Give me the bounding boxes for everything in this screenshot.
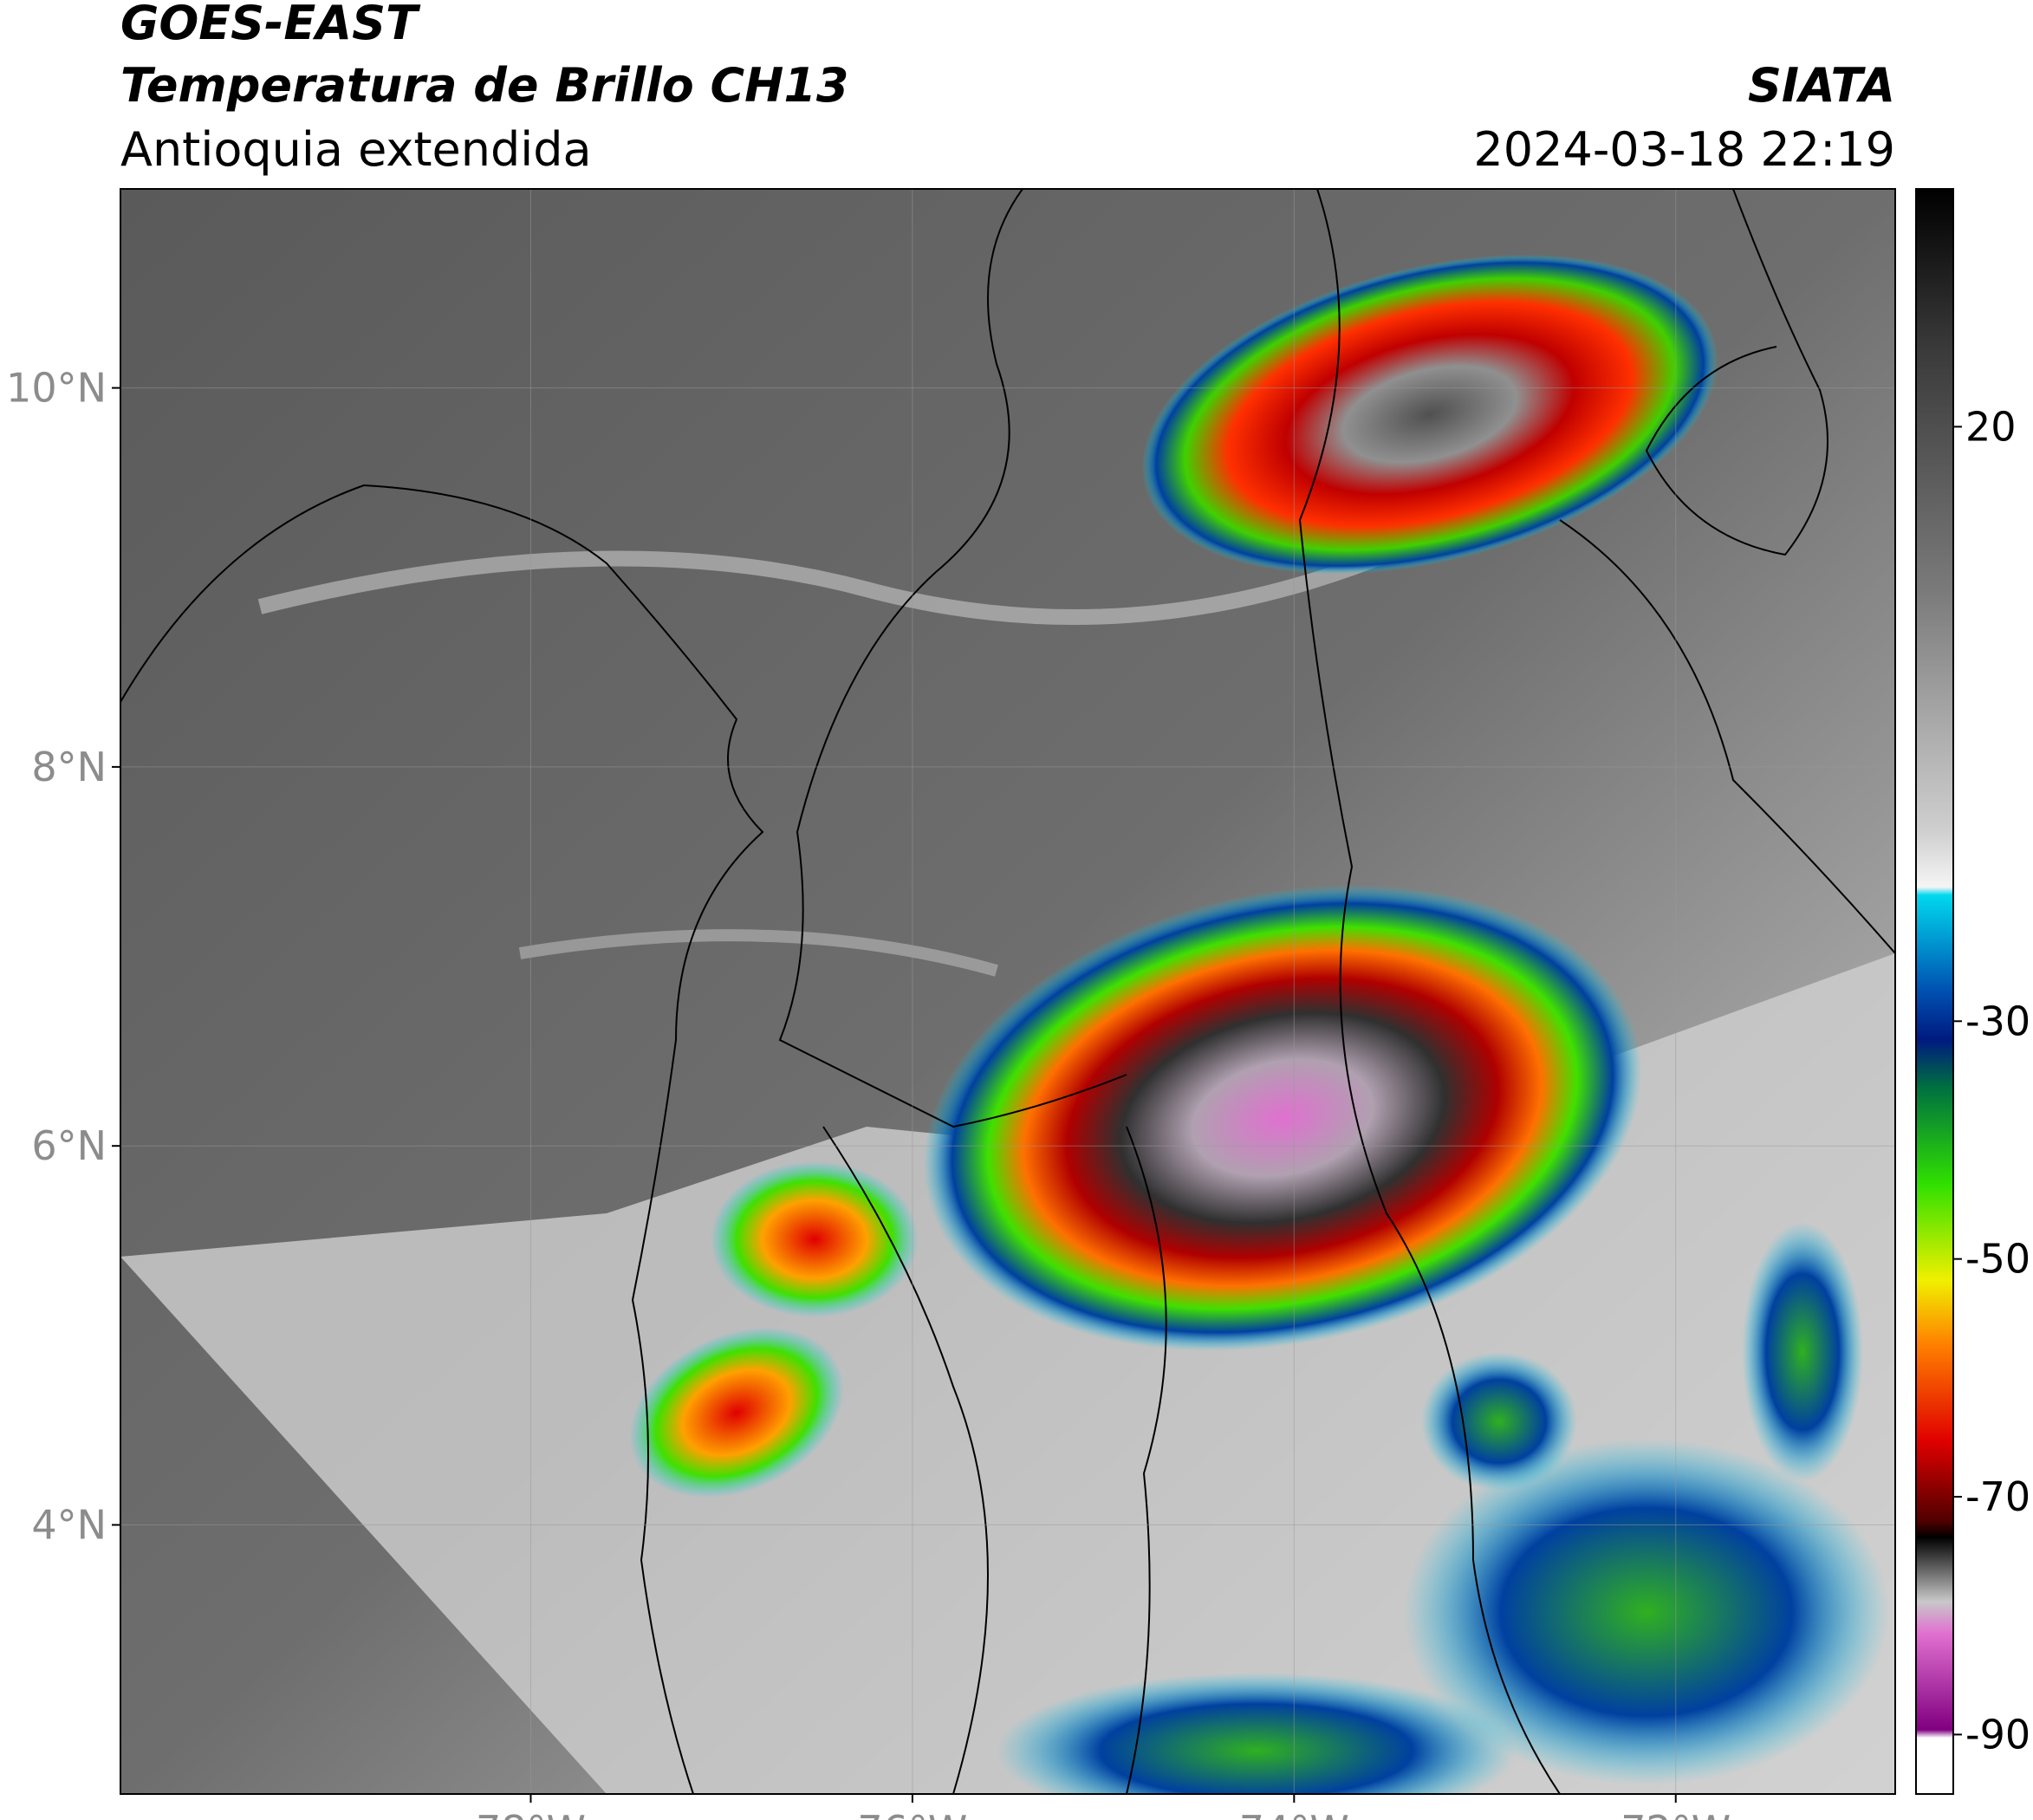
region: Antioquia extendida [120, 122, 592, 177]
y-tick-label: 4°N [31, 1502, 107, 1549]
x-tick-label: 78°W [476, 1807, 586, 1820]
x-tick-label: 76°W [857, 1807, 967, 1820]
title: GOES-EAST [120, 0, 421, 50]
map-imagery [120, 189, 1895, 1794]
subtitle: Temperatura de Brillo CH13 [120, 58, 849, 113]
y-tick-label: 6°N [31, 1122, 107, 1169]
colorbar-tick-label: -70 [1965, 1473, 2030, 1520]
grid [120, 189, 1895, 1794]
colorbar [1915, 188, 1954, 1795]
source: SIATA [1748, 58, 1895, 113]
y-tick-label: 8°N [31, 744, 107, 790]
colorbar-tick-label: -90 [1965, 1711, 2030, 1758]
x-tick-label: 74°W [1239, 1807, 1349, 1820]
timestamp: 2024-03-18 22:19 [1473, 122, 1895, 177]
colorbar-tick-label: -50 [1965, 1236, 2030, 1283]
colorbar-tick-label: -30 [1965, 998, 2030, 1044]
y-tick-label: 10°N [6, 365, 107, 412]
map-frame [120, 188, 1896, 1795]
colorbar-tick-label: 20 [1965, 403, 2017, 450]
x-tick-label: 72°W [1621, 1807, 1731, 1820]
